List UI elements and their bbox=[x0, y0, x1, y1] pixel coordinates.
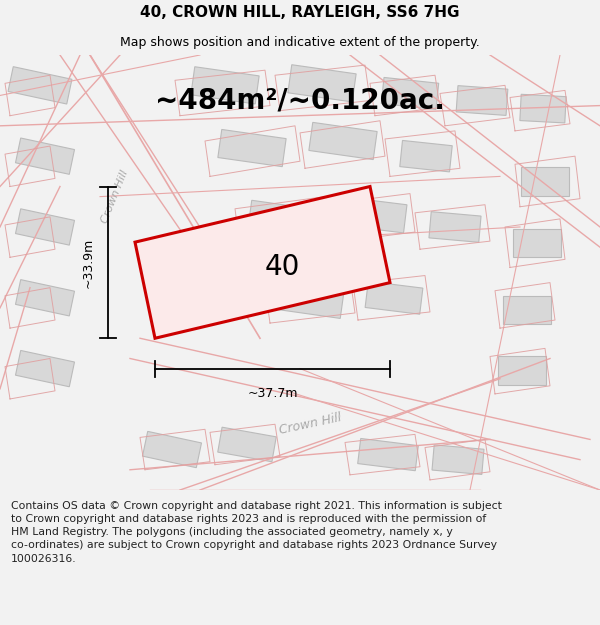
Polygon shape bbox=[432, 445, 484, 474]
Text: Crown Hill: Crown Hill bbox=[100, 169, 130, 225]
Polygon shape bbox=[8, 67, 72, 104]
Polygon shape bbox=[16, 138, 74, 174]
Polygon shape bbox=[429, 212, 481, 243]
Text: Map shows position and indicative extent of the property.: Map shows position and indicative extent… bbox=[120, 36, 480, 49]
Polygon shape bbox=[276, 281, 344, 318]
Polygon shape bbox=[400, 141, 452, 172]
Polygon shape bbox=[309, 122, 377, 159]
Polygon shape bbox=[521, 168, 569, 196]
Polygon shape bbox=[513, 229, 561, 258]
Polygon shape bbox=[191, 67, 259, 104]
Polygon shape bbox=[218, 129, 286, 167]
Polygon shape bbox=[288, 65, 356, 102]
Polygon shape bbox=[503, 296, 551, 324]
Text: 40: 40 bbox=[265, 254, 300, 281]
Text: 40, CROWN HILL, RAYLEIGH, SS6 7HG: 40, CROWN HILL, RAYLEIGH, SS6 7HG bbox=[140, 4, 460, 19]
Text: Contains OS data © Crown copyright and database right 2021. This information is : Contains OS data © Crown copyright and d… bbox=[11, 501, 502, 564]
Text: ~37.7m: ~37.7m bbox=[247, 388, 298, 401]
Polygon shape bbox=[365, 281, 423, 314]
Polygon shape bbox=[381, 78, 439, 109]
Text: ~33.9m: ~33.9m bbox=[82, 238, 95, 288]
Polygon shape bbox=[135, 186, 390, 338]
Polygon shape bbox=[218, 428, 276, 462]
Polygon shape bbox=[248, 200, 316, 238]
Text: ~484m²/~0.120ac.: ~484m²/~0.120ac. bbox=[155, 86, 445, 114]
Polygon shape bbox=[16, 351, 74, 387]
Polygon shape bbox=[16, 279, 74, 316]
Polygon shape bbox=[339, 197, 407, 233]
Polygon shape bbox=[358, 439, 418, 471]
Polygon shape bbox=[520, 94, 566, 123]
Polygon shape bbox=[143, 431, 202, 468]
Text: Crown Hill: Crown Hill bbox=[278, 411, 343, 437]
Polygon shape bbox=[16, 209, 74, 245]
Polygon shape bbox=[456, 86, 508, 116]
Polygon shape bbox=[498, 356, 546, 385]
